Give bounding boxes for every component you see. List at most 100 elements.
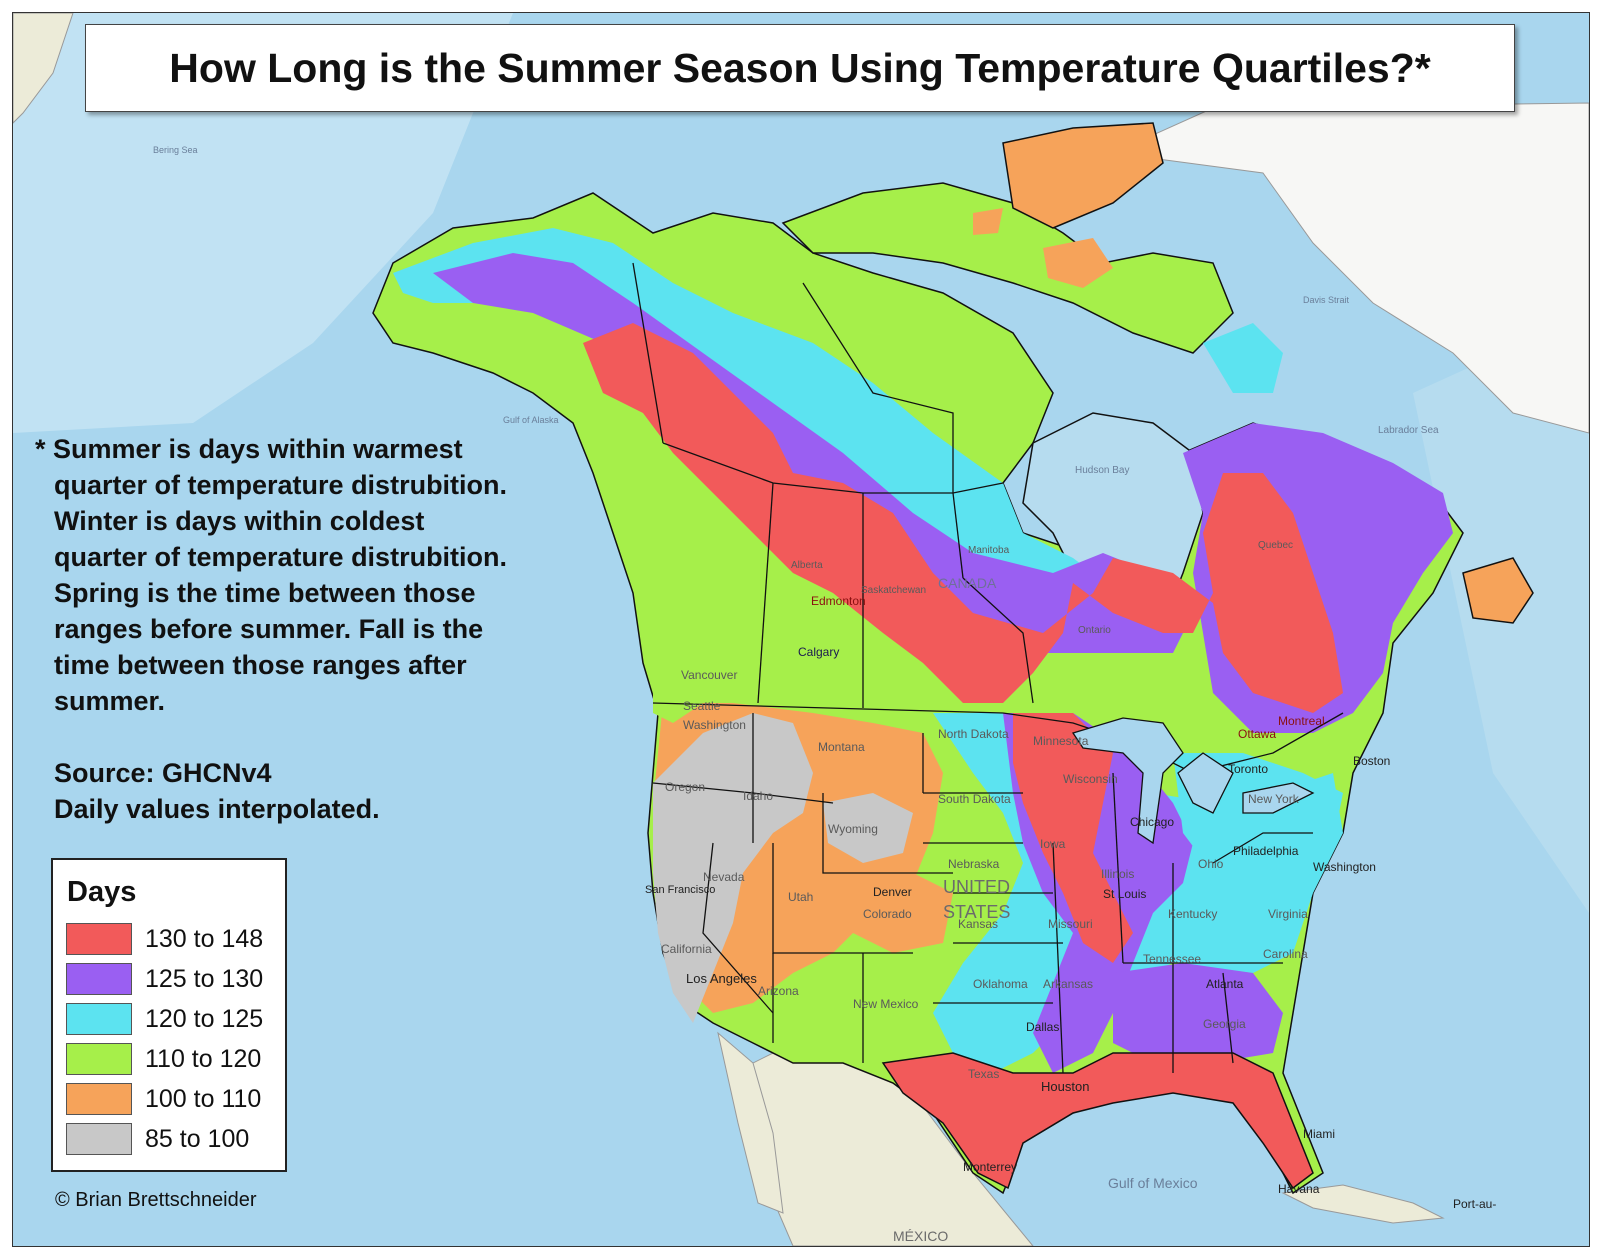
- legend-label: 120 to 125: [145, 1004, 264, 1033]
- label-san-francisco: San Francisco: [645, 884, 715, 896]
- legend-swatch: [66, 963, 132, 995]
- label-labrador-sea: Labrador Sea: [1378, 425, 1439, 436]
- source-line: Source: GHCNv4: [54, 758, 272, 788]
- legend-label: 125 to 130: [145, 964, 264, 993]
- label-tennessee: Tennessee: [1143, 952, 1201, 966]
- notes-panel: * Summer is days within warmest quarter …: [35, 431, 615, 827]
- legend-item: 125 to 130: [66, 962, 263, 996]
- label-monterrey: Monterrey: [963, 1160, 1017, 1174]
- label-missouri: Missouri: [1048, 917, 1093, 931]
- label-nevada: Nevada: [703, 870, 745, 884]
- label-hudson-bay: Hudson Bay: [1075, 465, 1129, 476]
- label-virginia: Virginia: [1268, 907, 1308, 921]
- label-houston: Houston: [1041, 1079, 1089, 1094]
- borders: [632, 262, 1344, 1074]
- midwest-red: [1013, 713, 1133, 963]
- label-iowa: Iowa: [1040, 837, 1066, 851]
- label-new-york: New York: [1248, 792, 1300, 806]
- label-edmonton: Edmonton: [811, 594, 866, 608]
- note-line: * Summer is days within warmest: [35, 434, 463, 464]
- siberia-land: [13, 13, 74, 124]
- page-title: How Long is the Summer Season Using Temp…: [169, 44, 1431, 91]
- legend-label: 85 to 100: [145, 1124, 250, 1153]
- label-quebec: Quebec: [1258, 540, 1293, 551]
- band-red-canada: [583, 323, 1343, 713]
- note-line: summer.: [54, 686, 166, 716]
- legend-label: 110 to 120: [145, 1044, 262, 1073]
- source-line: Daily values interpolated.: [54, 794, 380, 824]
- note-line: quarter of temperature distrubition.: [54, 542, 508, 572]
- label-calgary: Calgary: [798, 645, 839, 659]
- label-canada: CANADA: [938, 575, 997, 591]
- label-los-angeles: Los Angeles: [686, 971, 757, 986]
- legend-swatch: [66, 923, 132, 955]
- label-wisconsin: Wisconsin: [1063, 772, 1118, 786]
- wyoming-gray: [823, 793, 913, 863]
- label-north-dakota: North Dakota: [938, 727, 1009, 741]
- newfoundland-orange: [1462, 557, 1534, 624]
- label-kansas: Kansas: [958, 917, 998, 931]
- label-miami: Miami: [1303, 1127, 1335, 1141]
- label-vancouver: Vancouver: [681, 668, 737, 682]
- note-line: Winter is days within coldest: [54, 506, 425, 536]
- legend: Days 130 to 148 125 to 130 120 to 125 11…: [51, 858, 287, 1172]
- label-gulf-of-mexico: Gulf of Mexico: [1108, 1175, 1198, 1191]
- label-dallas: Dallas: [1026, 1020, 1059, 1034]
- label-bering-sea: Bering Sea: [153, 145, 198, 155]
- legend-item: 110 to 120: [66, 1042, 261, 1076]
- map-frame: CANADA UNITED STATES MÉXICO Edmonton Cal…: [12, 12, 1590, 1247]
- legend-item: 130 to 148: [66, 922, 263, 956]
- south-red: [881, 1052, 1314, 1190]
- ellesmere-orange: [1002, 122, 1164, 229]
- legend-label: 100 to 110: [145, 1084, 262, 1113]
- label-toronto: Toronto: [1228, 762, 1268, 776]
- label-seattle: Seattle: [683, 699, 721, 713]
- label-minnesota: Minnesota: [1033, 734, 1089, 748]
- label-california: California: [661, 942, 712, 956]
- legend-swatch: [66, 1083, 132, 1115]
- label-states: STATES: [943, 902, 1010, 922]
- label-st-louis: St Louis: [1103, 887, 1146, 901]
- label-havana: Havana: [1278, 1182, 1320, 1196]
- legend-item: 85 to 100: [66, 1122, 249, 1156]
- label-oregon: Oregon: [665, 780, 705, 794]
- legend-label: 130 to 148: [145, 924, 264, 953]
- label-gulf-of-alaska: Gulf of Alaska: [503, 415, 559, 425]
- label-texas: Texas: [968, 1067, 999, 1081]
- colorado-orange: [843, 873, 953, 953]
- label-montana: Montana: [818, 740, 865, 754]
- label-utah: Utah: [788, 890, 813, 904]
- label-washington: Washington: [683, 718, 746, 732]
- label-south-dakota: South Dakota: [938, 792, 1011, 806]
- note-line: ranges before summer. Fall is the: [54, 614, 484, 644]
- title-box: How Long is the Summer Season Using Temp…: [85, 24, 1515, 112]
- legend-item: 120 to 125: [66, 1002, 263, 1036]
- label-illinois: Illinois: [1101, 867, 1134, 881]
- legend-title: Days: [67, 876, 137, 908]
- label-idaho: Idaho: [743, 789, 773, 803]
- legend-swatch: [66, 1123, 132, 1155]
- label-arkansas: Arkansas: [1043, 977, 1093, 991]
- label-chicago: Chicago: [1130, 815, 1174, 829]
- legend-swatch: [66, 1043, 132, 1075]
- label-carolina: Carolina: [1263, 947, 1308, 961]
- arctic-orange-1: [1043, 238, 1113, 288]
- label-saskatchewan: Saskatchewan: [861, 585, 926, 596]
- note-line: Spring is the time between those: [54, 578, 476, 608]
- note-line: time between those ranges after: [54, 650, 467, 680]
- arctic-islands: [781, 182, 1234, 354]
- legend-swatch: [66, 1003, 132, 1035]
- coast-green: [653, 673, 703, 723]
- label-denver: Denver: [873, 885, 912, 899]
- label-united: UNITED: [943, 877, 1010, 897]
- label-boston: Boston: [1353, 754, 1390, 768]
- label-new-mexico: New Mexico: [853, 997, 919, 1011]
- great-lakes: [1071, 717, 1315, 845]
- legend-item: 100 to 110: [66, 1082, 261, 1116]
- note-line: quarter of temperature distrubition.: [54, 470, 508, 500]
- label-washington-dc: Washington: [1313, 860, 1376, 874]
- credit: © Brian Brettschneider: [55, 1189, 257, 1211]
- label-atlanta: Atlanta: [1206, 977, 1244, 991]
- label-port-au: Port-au-: [1453, 1197, 1496, 1211]
- southeast-purple: [1113, 963, 1283, 1063]
